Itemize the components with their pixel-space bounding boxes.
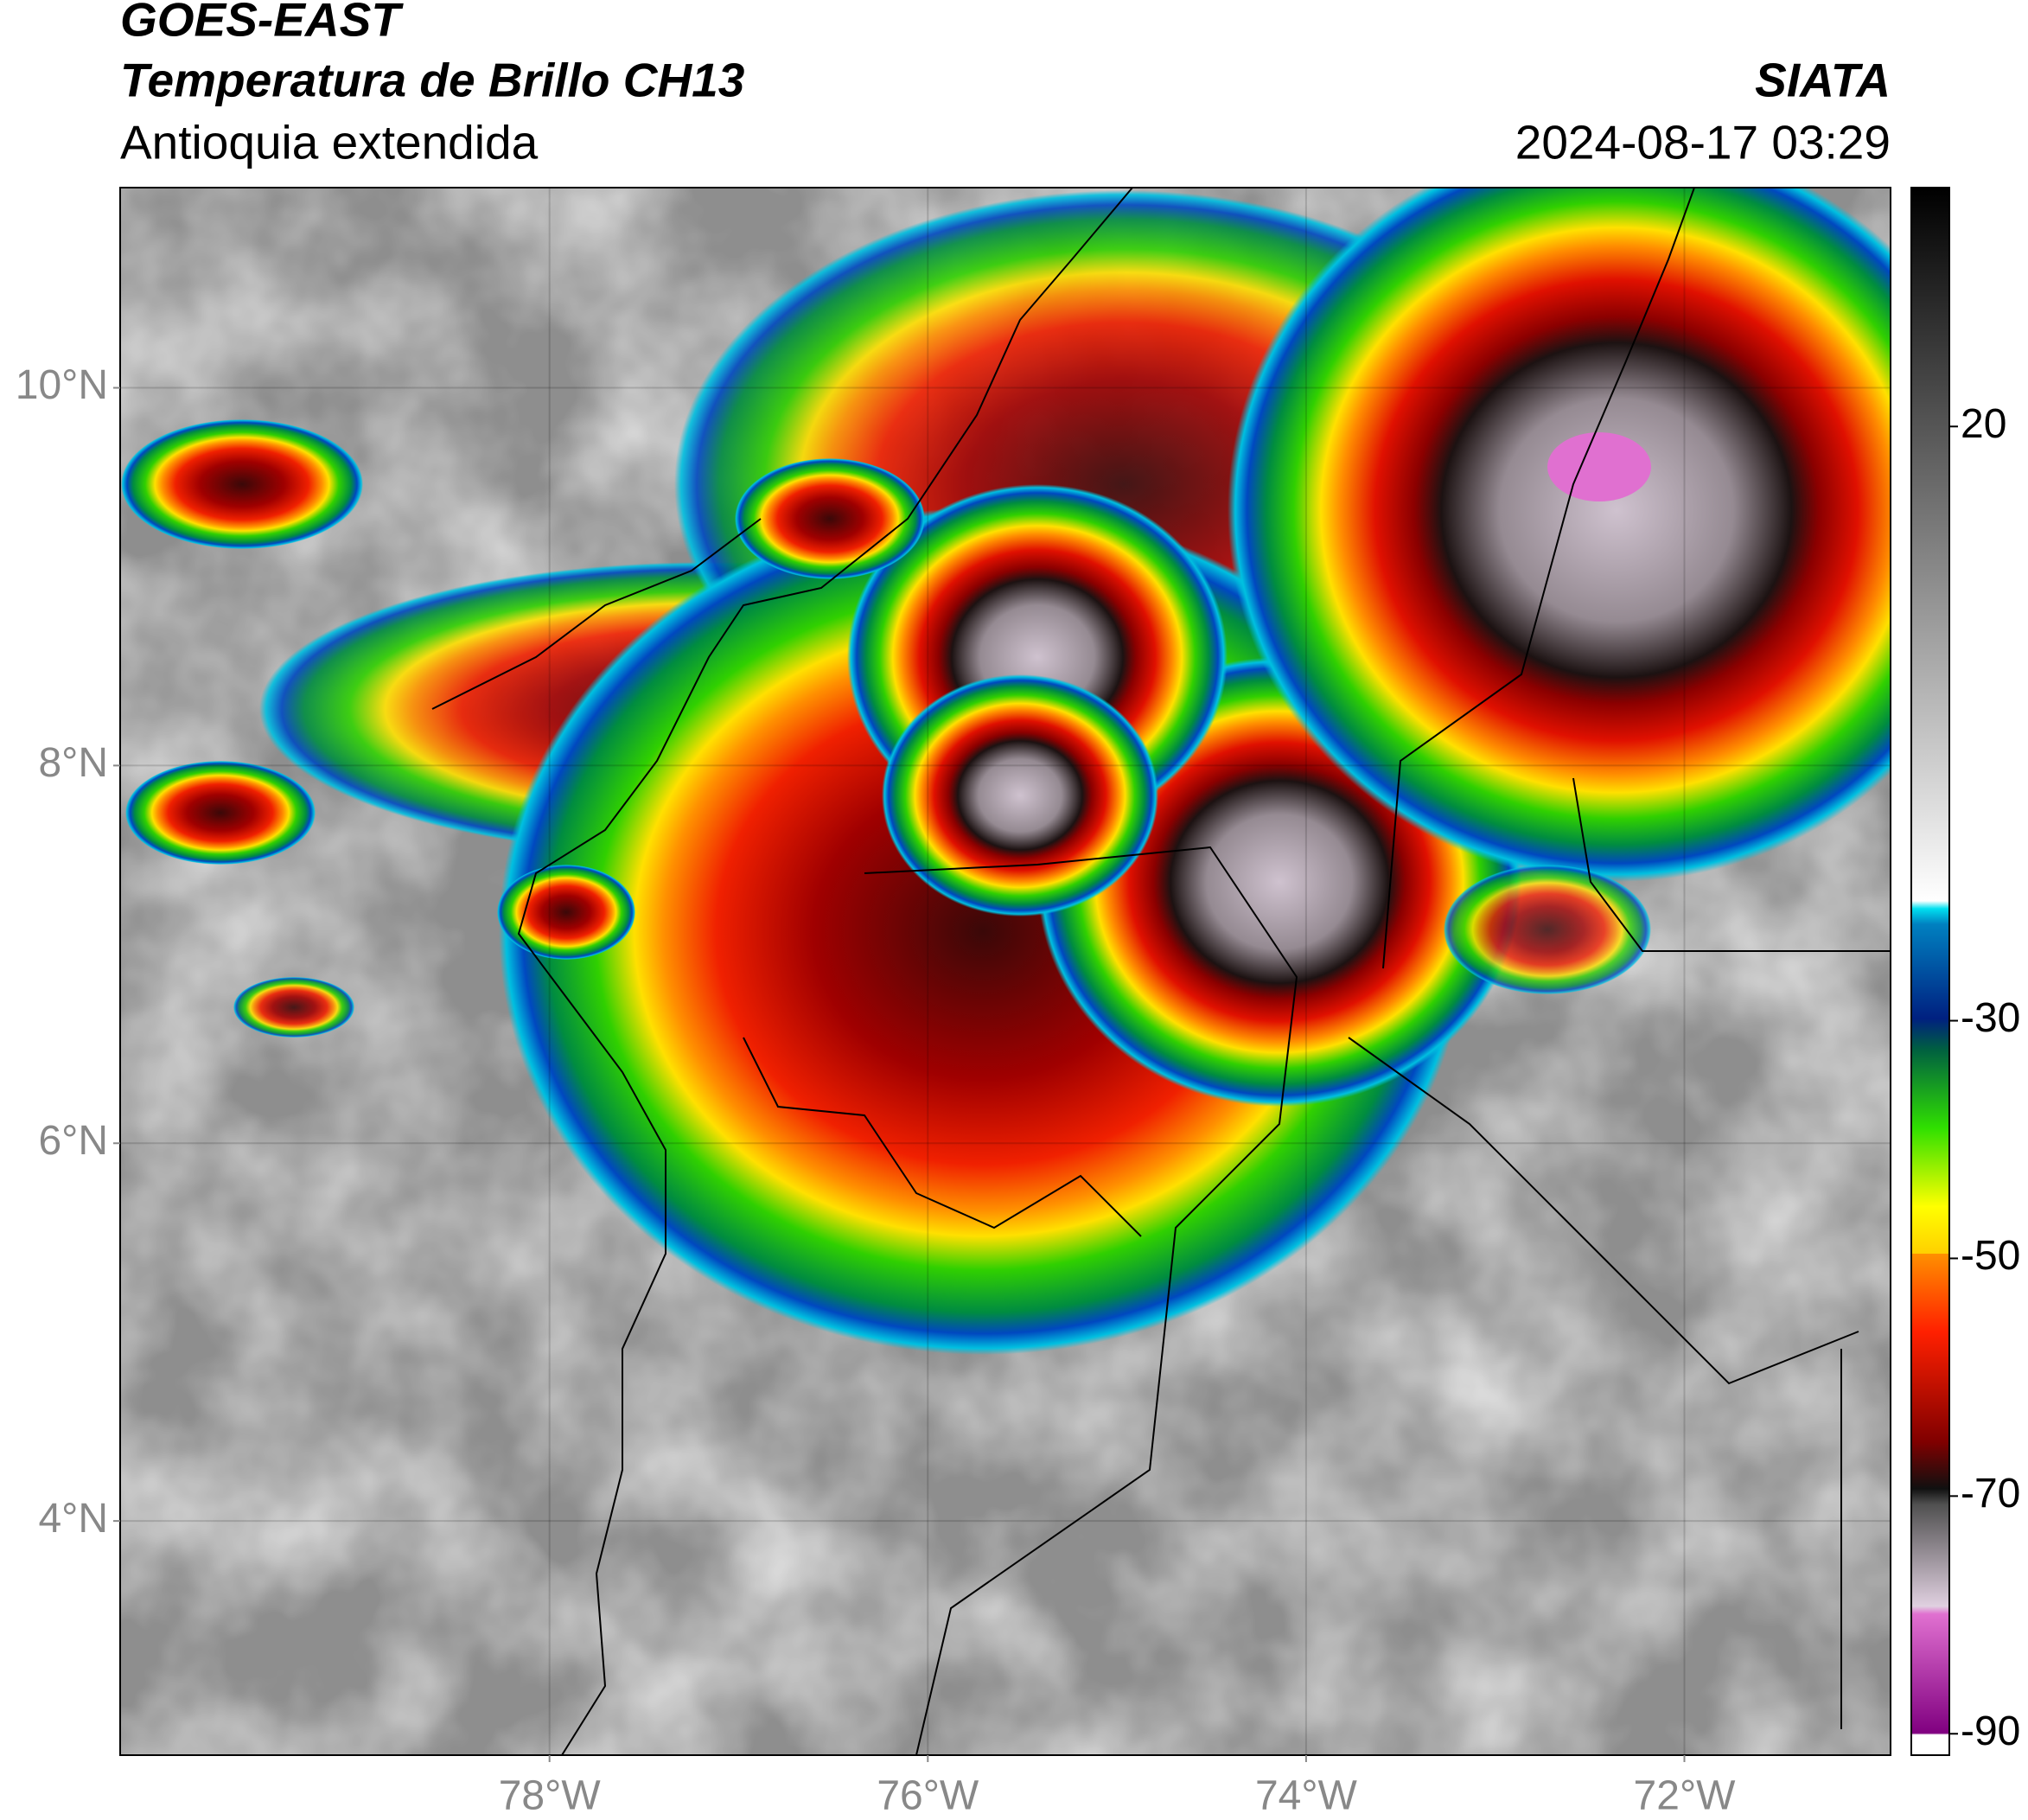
y-tick-label: 6°N (38, 1118, 108, 1164)
borders (431, 188, 1891, 1755)
colorbar-tick-label: -90 (1961, 1708, 2020, 1754)
x-tick-label: 72°W (1634, 1773, 1737, 1816)
colorbar (1910, 187, 1950, 1756)
subtitle: Temperatura de Brillo CH13 (120, 54, 744, 107)
storm (1228, 188, 1891, 882)
storm (882, 674, 1158, 916)
title: GOES-EAST (120, 0, 404, 47)
region: Antioquia extendida (120, 116, 539, 169)
x-tick-label: 74°W (1255, 1773, 1358, 1816)
storm (735, 458, 925, 579)
cold-top (1547, 432, 1651, 501)
y-tick-label: 8°N (38, 740, 108, 786)
storm (125, 761, 316, 865)
satellite-image (120, 188, 1891, 1755)
timestamp: 2024-08-17 03:29 (1515, 116, 1891, 169)
colorbar-tick-label: -50 (1961, 1233, 2020, 1279)
x-tick-label: 76°W (877, 1773, 979, 1816)
source: SIATA (1755, 54, 1891, 107)
storm (121, 419, 363, 549)
y-tick-label: 4°N (38, 1496, 108, 1542)
colorbar-tick-label: -30 (1961, 995, 2020, 1041)
x-tick-label: 78°W (499, 1773, 602, 1816)
storm (1444, 865, 1651, 994)
storm (233, 977, 354, 1038)
colorbar-tick-label: 20 (1961, 401, 2006, 447)
map-frame (119, 187, 1891, 1756)
y-tick-label: 10°N (16, 362, 108, 408)
grid (120, 188, 1891, 1755)
colorbar-tick-label: -70 (1961, 1471, 2020, 1517)
storm (497, 865, 635, 960)
